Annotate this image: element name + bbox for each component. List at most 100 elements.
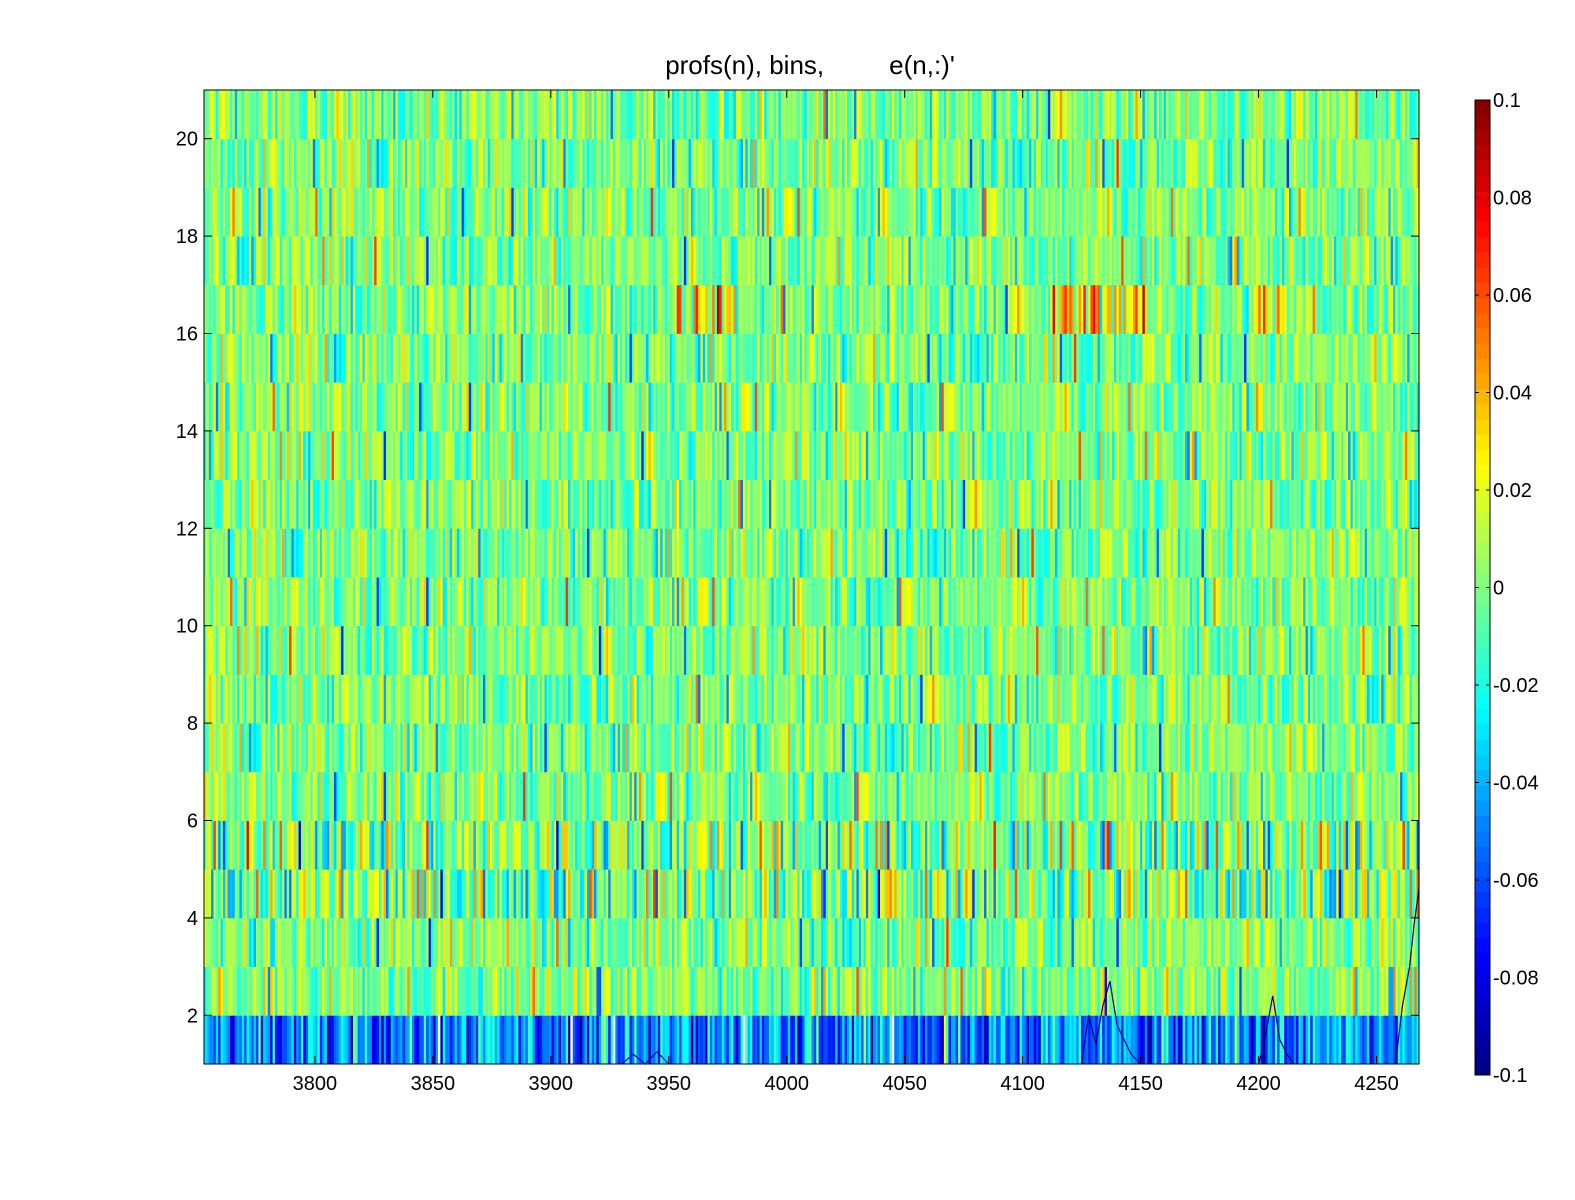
heatmap-cell	[750, 625, 753, 675]
heatmap-cell	[1241, 869, 1245, 919]
heatmap-cell	[851, 869, 855, 919]
heatmap-cell	[1080, 674, 1084, 724]
heatmap-cell	[459, 771, 463, 821]
heatmap-cell	[497, 1015, 501, 1065]
heatmap-cell	[492, 674, 496, 724]
heatmap-cell	[518, 723, 522, 773]
heatmap-cell	[835, 966, 839, 1016]
heatmap-cell	[317, 917, 321, 967]
heatmap-cell	[915, 771, 919, 821]
heatmap-cell	[487, 917, 491, 967]
heatmap-cell	[705, 869, 709, 919]
heatmap-cell	[478, 966, 482, 1016]
heatmap-cell	[991, 771, 995, 821]
heatmap-cell	[1109, 771, 1113, 821]
heatmap-cell	[499, 869, 503, 919]
heatmap-cell	[726, 917, 730, 967]
heatmap-cell	[1338, 820, 1342, 870]
heatmap-cell	[979, 966, 983, 1016]
heatmap-cell	[754, 917, 758, 967]
heatmap-cell	[1329, 674, 1333, 724]
heatmap-cell	[527, 1015, 531, 1065]
heatmap-cell	[1064, 577, 1068, 627]
heatmap-cell	[806, 625, 810, 675]
heatmap-cell	[1182, 966, 1186, 1016]
heatmap-cell	[1298, 869, 1302, 919]
heatmap-cell	[565, 771, 569, 821]
heatmap-cell	[778, 625, 782, 675]
heatmap-cell	[702, 820, 706, 870]
heatmap-cell	[508, 869, 512, 919]
heatmap-cell	[1192, 869, 1196, 919]
heatmap-cell	[804, 869, 808, 919]
heatmap-cell	[565, 723, 569, 773]
heatmap-cell	[1040, 1015, 1044, 1065]
heatmap-cell	[622, 577, 626, 627]
heatmap-cell	[880, 1015, 884, 1065]
heatmap-cell	[211, 917, 215, 967]
heatmap-cell	[1352, 966, 1356, 1016]
heatmap-cell	[475, 674, 479, 724]
heatmap-cell	[215, 723, 219, 773]
heatmap-cell	[279, 771, 283, 821]
heatmap-cell	[1132, 1015, 1136, 1065]
heatmap-cell	[1383, 723, 1387, 773]
heatmap-cell	[1024, 966, 1028, 1016]
heatmap-cell	[870, 771, 874, 821]
heatmap-cell	[284, 917, 288, 967]
heatmap-cell	[260, 723, 264, 773]
heatmap-cell	[525, 674, 529, 724]
heatmap-cell	[984, 869, 988, 919]
heatmap-cell	[1038, 869, 1042, 919]
heatmap-cell	[693, 723, 697, 773]
heatmap-cell	[284, 820, 288, 870]
heatmap-cell	[641, 966, 645, 1016]
heatmap-cell	[797, 1015, 801, 1065]
heatmap-cell	[707, 674, 711, 724]
heatmap-cell	[286, 869, 290, 919]
heatmap-cell	[851, 771, 855, 821]
heatmap-cell	[1298, 820, 1302, 870]
heatmap-cell	[1045, 869, 1049, 919]
heatmap-cell	[1326, 966, 1330, 1016]
heatmap-cell	[965, 625, 969, 675]
heatmap-cell	[527, 820, 531, 870]
heatmap-cell	[891, 625, 895, 675]
heatmap-cell	[1329, 917, 1333, 967]
heatmap-cell	[1021, 1015, 1025, 1065]
heatmap-cell	[362, 917, 366, 967]
heatmap-cell	[487, 625, 491, 675]
heatmap-cell	[1241, 820, 1245, 870]
heatmap-cell	[419, 917, 423, 967]
heatmap-cell	[1210, 820, 1214, 870]
heatmap-cell	[731, 966, 735, 1016]
heatmap-cell	[1390, 625, 1394, 675]
heatmap-cell	[1158, 1015, 1162, 1065]
heatmap-cell	[1312, 917, 1316, 967]
heatmap-cell	[1369, 869, 1373, 919]
heatmap-cell	[530, 1015, 534, 1065]
heatmap-cell	[582, 820, 586, 870]
heatmap-cell	[282, 966, 285, 1016]
heatmap-cell	[378, 771, 382, 821]
heatmap-cell	[1128, 869, 1132, 919]
heatmap-cell	[534, 869, 538, 919]
heatmap-cell	[858, 1015, 862, 1065]
heatmap-cell	[1411, 625, 1415, 675]
heatmap-cell	[227, 723, 231, 773]
heatmap-cell	[584, 625, 588, 675]
heatmap-cell	[355, 1015, 359, 1065]
heatmap-cell	[258, 771, 262, 821]
heatmap-cell	[1097, 723, 1101, 773]
heatmap-cell	[1066, 625, 1070, 675]
heatmap-cell	[1076, 674, 1080, 724]
heatmap-cell	[1099, 1015, 1103, 1065]
heatmap-cell	[787, 917, 791, 967]
heatmap-cell	[1314, 1015, 1318, 1065]
heatmap-cell	[641, 1015, 645, 1065]
heatmap-cell	[648, 723, 652, 773]
heatmap-cell	[1284, 917, 1288, 967]
heatmap-cell	[1397, 771, 1401, 821]
heatmap-cell	[456, 966, 460, 1016]
heatmap-cell	[367, 917, 371, 967]
